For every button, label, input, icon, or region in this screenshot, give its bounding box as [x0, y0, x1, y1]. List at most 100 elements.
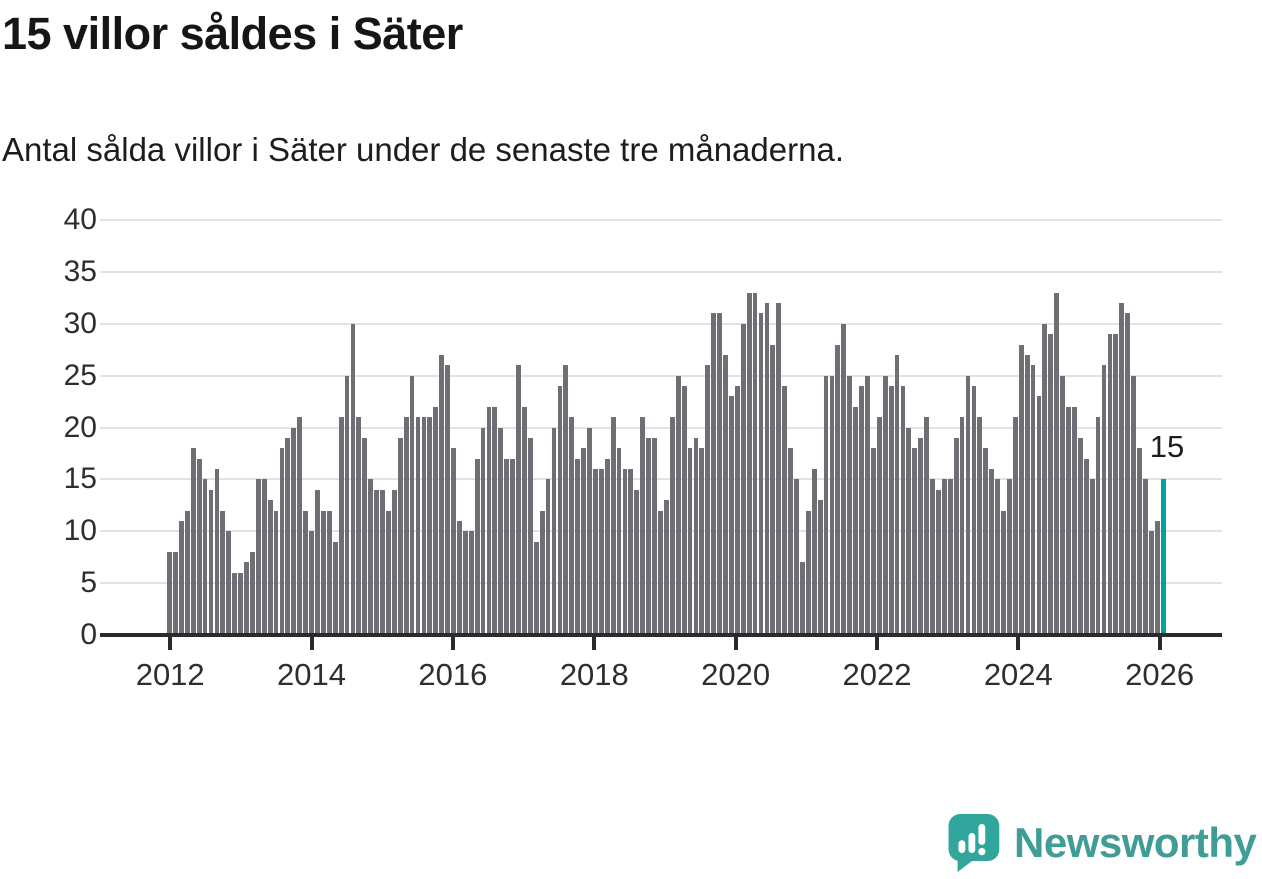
bar [527, 437, 533, 635]
bar [758, 313, 764, 635]
x-axis-tick-label: 2014 [277, 657, 346, 692]
bar [1054, 292, 1060, 635]
bar [1137, 448, 1142, 635]
bar [1077, 437, 1083, 635]
bar [628, 469, 634, 635]
bar [1030, 365, 1036, 635]
bar [563, 365, 569, 635]
bar [451, 448, 456, 635]
bar [261, 479, 267, 635]
bar [640, 417, 646, 635]
bar [433, 406, 439, 635]
bar [658, 510, 663, 635]
gridline [100, 270, 1222, 273]
bar [888, 386, 894, 635]
newsworthy-wordmark: Newsworthy [1014, 819, 1257, 866]
x-axis-tick [592, 637, 597, 650]
bar [669, 417, 675, 635]
bar [900, 386, 906, 635]
bar [439, 354, 445, 635]
bar [569, 417, 575, 635]
bar [297, 417, 303, 635]
bar [788, 448, 793, 635]
bar [1154, 520, 1160, 635]
bar [882, 375, 888, 635]
bar [1113, 334, 1119, 635]
bar [870, 448, 876, 635]
bar [977, 417, 983, 635]
bar [646, 437, 652, 635]
bar [1001, 510, 1006, 635]
bar [829, 375, 835, 635]
bar [717, 313, 722, 635]
x-axis-tick-label: 2012 [135, 657, 205, 692]
bar [1095, 417, 1101, 635]
bar [545, 479, 551, 635]
bar [1089, 479, 1095, 635]
gridline [100, 426, 1222, 429]
bar [356, 417, 362, 635]
bar [604, 458, 610, 635]
bar [522, 406, 527, 635]
bar [800, 562, 805, 635]
y-axis-tick-label: 0 [80, 618, 97, 651]
bar [374, 489, 379, 635]
gridline [100, 374, 1222, 377]
bar [179, 520, 184, 635]
bar [740, 323, 746, 635]
bar [616, 448, 622, 635]
bar [734, 386, 740, 635]
bar [1072, 406, 1077, 635]
bar [634, 489, 640, 635]
bar [214, 469, 220, 635]
bar [965, 375, 971, 635]
bar [1060, 375, 1065, 635]
bar [456, 520, 462, 635]
bar [924, 417, 929, 635]
bar [403, 417, 409, 635]
bar [510, 458, 515, 635]
bar [557, 386, 563, 635]
newsworthy-logo: Newsworthy [944, 812, 1257, 874]
gridline [100, 219, 1222, 221]
bar [232, 572, 238, 635]
bar [391, 489, 397, 635]
bar [468, 531, 474, 635]
bar [711, 313, 717, 635]
bar [427, 417, 433, 635]
bar [906, 427, 912, 635]
x-axis-tick [309, 637, 314, 650]
bar [598, 469, 604, 635]
bar [770, 344, 776, 635]
bar [752, 292, 758, 635]
bar [894, 354, 900, 635]
bar [817, 500, 823, 635]
y-axis-tick-label: 40 [63, 203, 97, 236]
x-axis-tick [875, 637, 879, 650]
bar [504, 458, 510, 635]
bar [332, 541, 338, 635]
bar [705, 365, 711, 635]
bar [445, 365, 450, 635]
bar [421, 417, 427, 635]
bar [291, 427, 297, 635]
bar [208, 489, 214, 635]
bar [462, 531, 468, 635]
bar [362, 437, 368, 635]
bar [386, 510, 391, 635]
bar [693, 437, 699, 635]
bar [746, 292, 752, 635]
bar [1148, 531, 1154, 635]
bar [989, 469, 995, 635]
bar [415, 417, 421, 635]
bar [847, 375, 853, 635]
bar [823, 375, 829, 635]
bar [1119, 303, 1125, 635]
bar [947, 479, 953, 635]
bar [1125, 313, 1131, 635]
last-value-annotation: 15 [1149, 429, 1185, 464]
bar [782, 386, 788, 635]
x-axis-tick-label: 2016 [418, 657, 488, 692]
